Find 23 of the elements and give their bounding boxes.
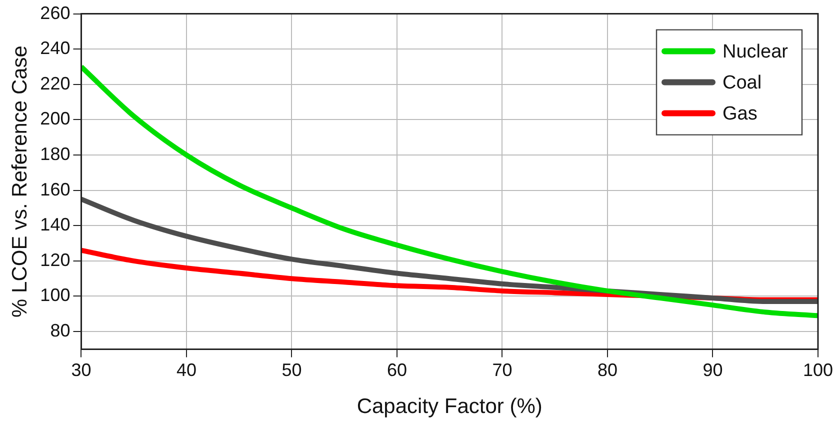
y-tick-label: 200 — [40, 108, 70, 129]
y-tick-label: 240 — [40, 38, 70, 58]
x-tick-label: 60 — [386, 360, 407, 380]
y-tick-label: 140 — [40, 214, 70, 235]
legend-label: Coal — [722, 72, 762, 94]
x-tick-label: 70 — [492, 360, 512, 380]
x-tick-label: 50 — [282, 360, 302, 380]
y-axis-title: % LCOE vs. Reference Case — [8, 46, 32, 318]
y-tick-label: 80 — [50, 320, 70, 341]
x-tick-label: 90 — [702, 360, 723, 380]
x-tick-label: 80 — [597, 360, 618, 380]
y-tick-label: 220 — [40, 73, 70, 94]
y-tick-label: 180 — [40, 144, 70, 164]
x-axis-title: Capacity Factor (%) — [356, 395, 542, 418]
x-tick-label: 30 — [71, 360, 92, 380]
legend-label: Nuclear — [722, 42, 789, 63]
x-tick-label: 40 — [176, 360, 196, 380]
x-tick-label: 100 — [802, 360, 834, 380]
y-tick-label: 260 — [40, 2, 70, 23]
y-tick-label: 160 — [40, 179, 70, 200]
y-tick-label: 100 — [40, 285, 70, 306]
legend-label: Gas — [722, 104, 758, 125]
y-tick-label: 120 — [40, 250, 70, 270]
